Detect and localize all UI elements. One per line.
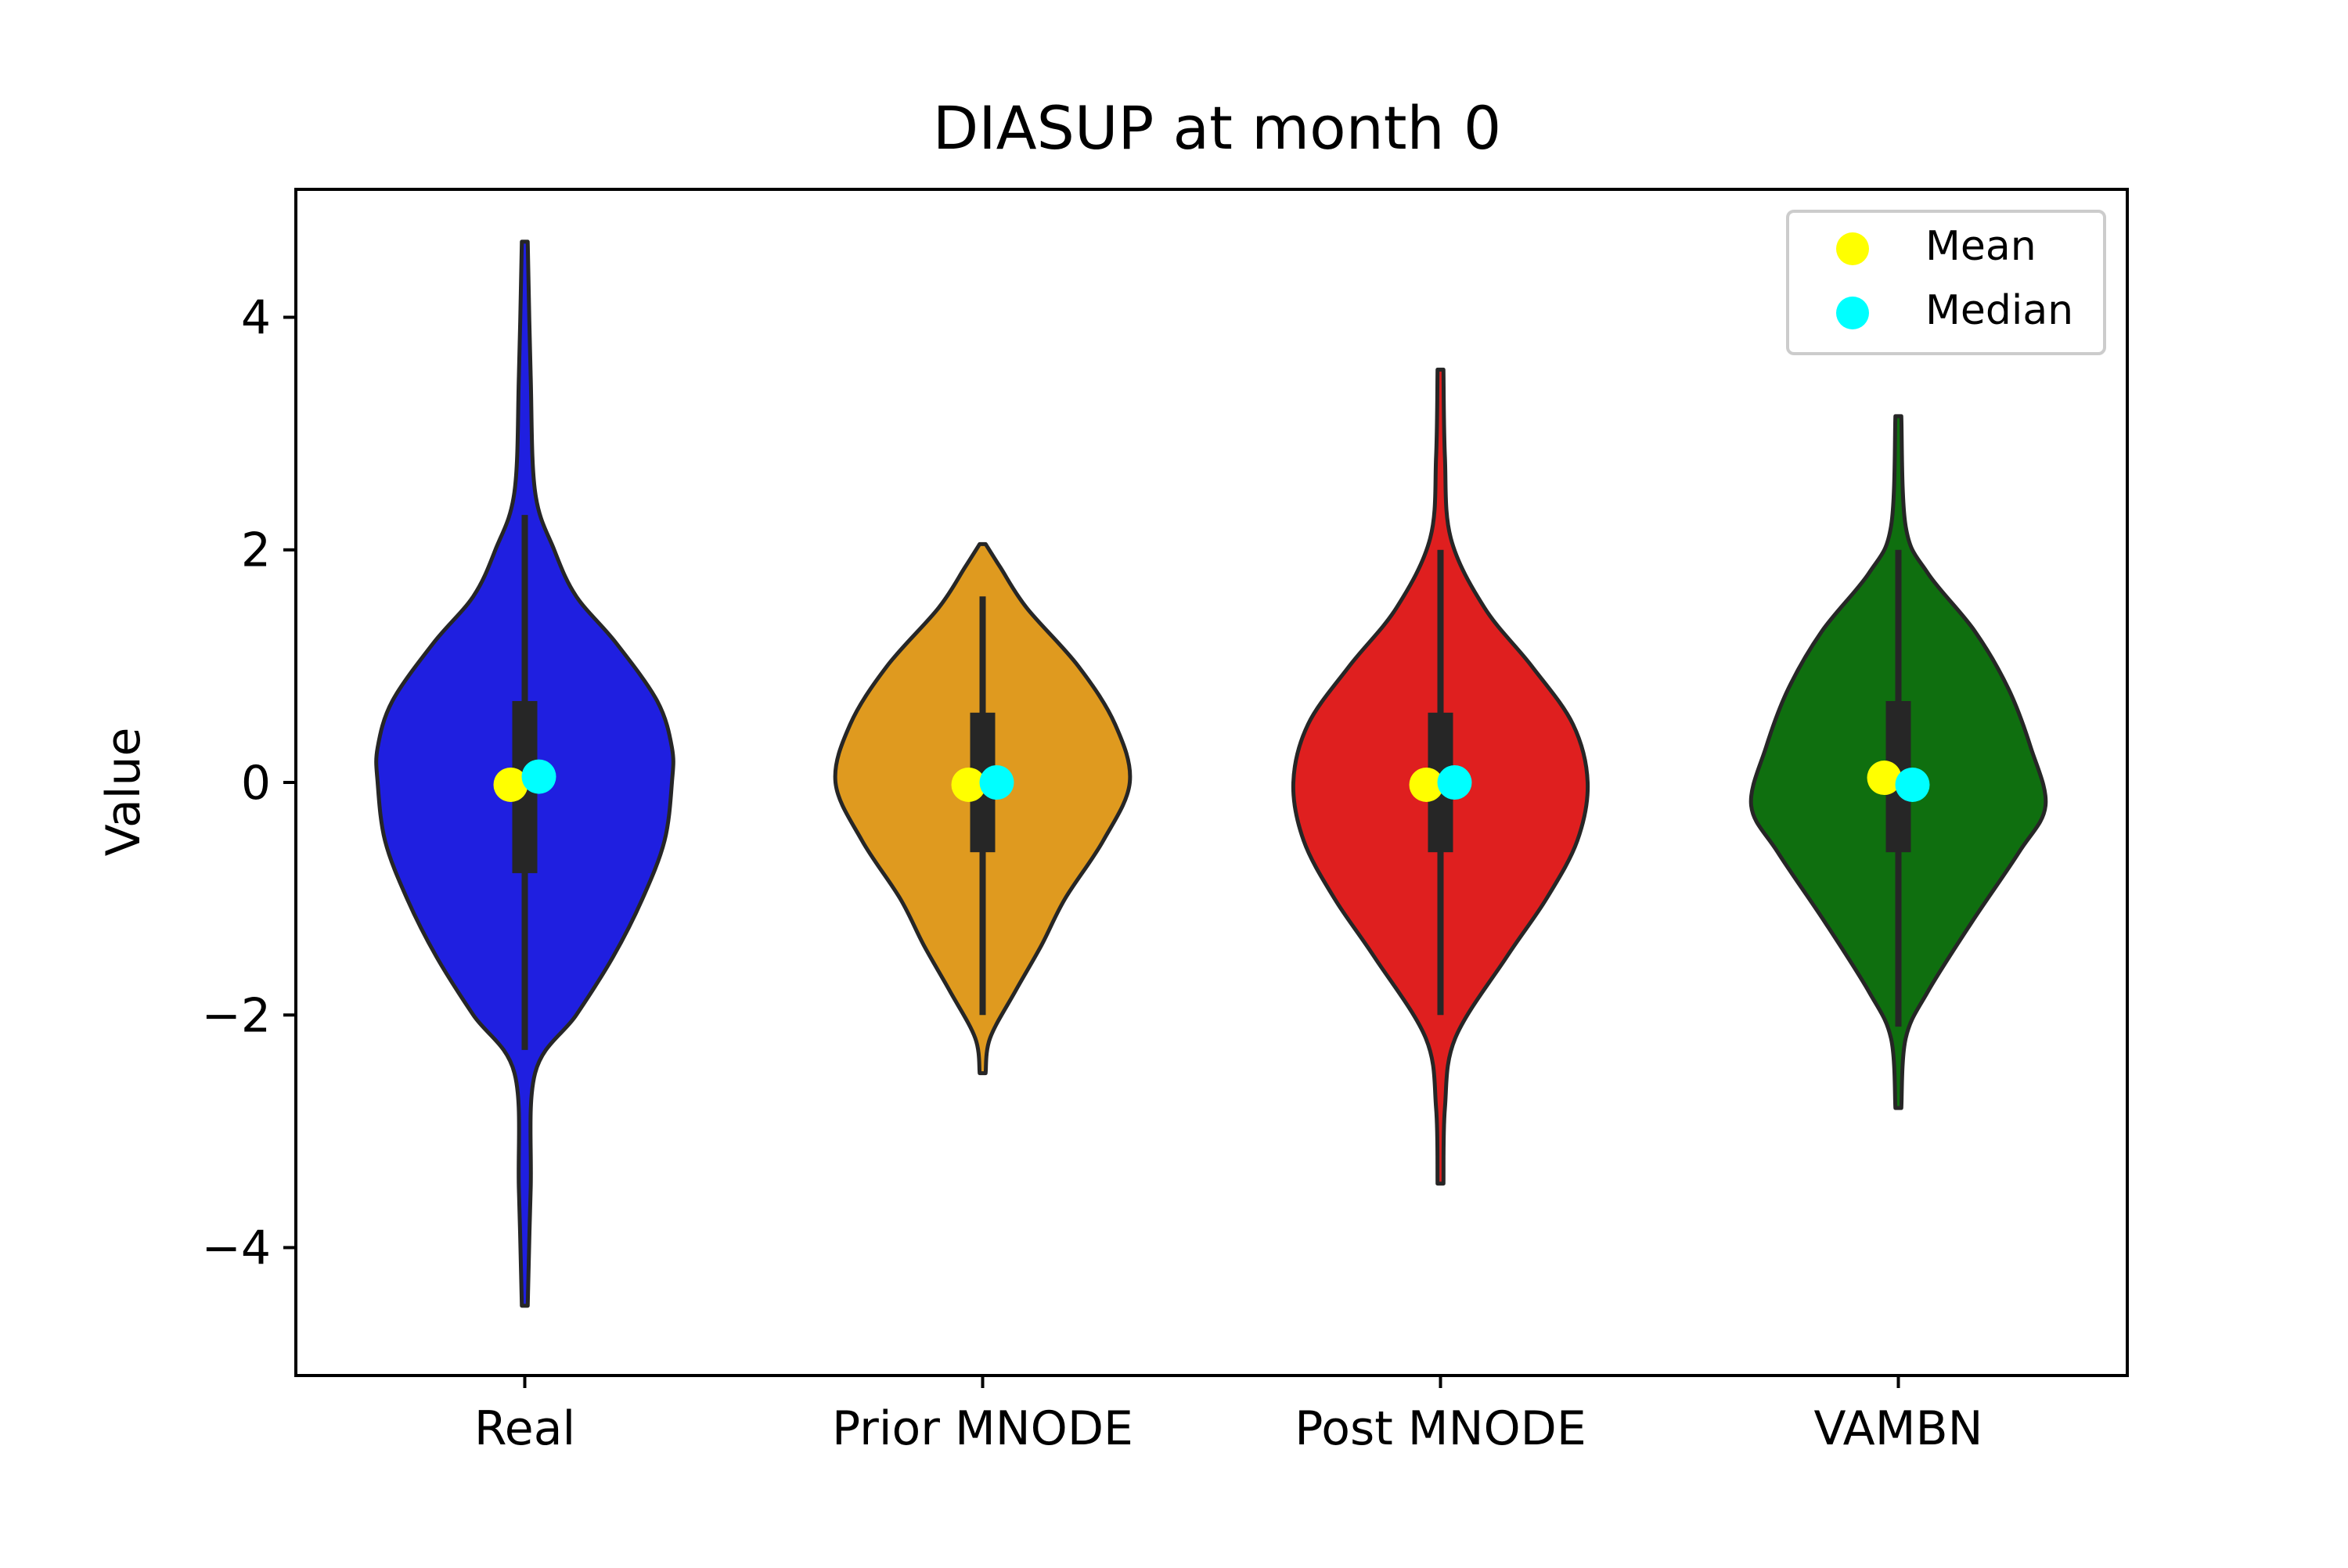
median-marker-vambn: [1895, 767, 1930, 802]
median-marker-prior-mnode: [979, 765, 1014, 800]
mean-marker-real: [493, 767, 528, 802]
mean-marker-prior-mnode: [951, 767, 986, 802]
y-axis-label: Value: [96, 728, 151, 857]
x-tick-label-prior-mnode: Prior MNODE: [832, 1401, 1133, 1456]
mean-marker-vambn: [1867, 761, 1902, 796]
plot-frame: [294, 188, 2129, 1377]
x-tick-label-vambn: VAMBN: [1813, 1401, 1982, 1456]
x-tick-label-post-mnode: Post MNODE: [1295, 1401, 1586, 1456]
legend-median-label: Median: [1925, 287, 2073, 334]
legend-mean-label: Mean: [1925, 223, 2036, 270]
legend-median-marker: [1836, 297, 1869, 329]
legend: Mean Median: [1786, 210, 2106, 355]
axes: Real Prior MNODE Post MNODE VAMBN 4 2 0 −2 −4: [202, 188, 2129, 1456]
chart-title: DIASUP at month 0: [933, 93, 1502, 163]
y-tick-label: 0: [241, 756, 271, 811]
plot-content: [374, 239, 2048, 1308]
y-tick-label: −4: [202, 1221, 271, 1276]
median-marker-post-mnode: [1437, 765, 1472, 800]
x-tick-label-real: Real: [474, 1401, 575, 1456]
y-tick-label: 2: [241, 523, 271, 578]
mean-marker-post-mnode: [1409, 767, 1444, 802]
y-tick-label: −2: [202, 988, 271, 1043]
median-marker-real: [521, 759, 556, 794]
y-tick-label: 4: [241, 290, 271, 345]
legend-mean-marker: [1836, 232, 1869, 265]
